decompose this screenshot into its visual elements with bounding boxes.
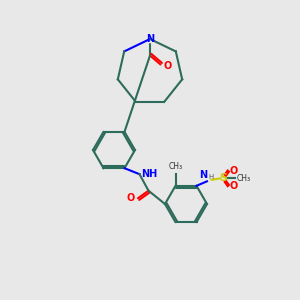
Text: O: O: [164, 61, 172, 71]
Text: N: N: [146, 34, 154, 44]
Text: S: S: [220, 173, 227, 183]
Text: O: O: [230, 181, 238, 191]
Text: O: O: [126, 193, 134, 203]
Text: CH₃: CH₃: [237, 174, 251, 183]
Text: N: N: [199, 170, 207, 180]
Text: O: O: [230, 166, 238, 176]
Text: NH: NH: [141, 169, 157, 179]
Text: H: H: [208, 174, 214, 180]
Text: CH₃: CH₃: [168, 162, 183, 171]
